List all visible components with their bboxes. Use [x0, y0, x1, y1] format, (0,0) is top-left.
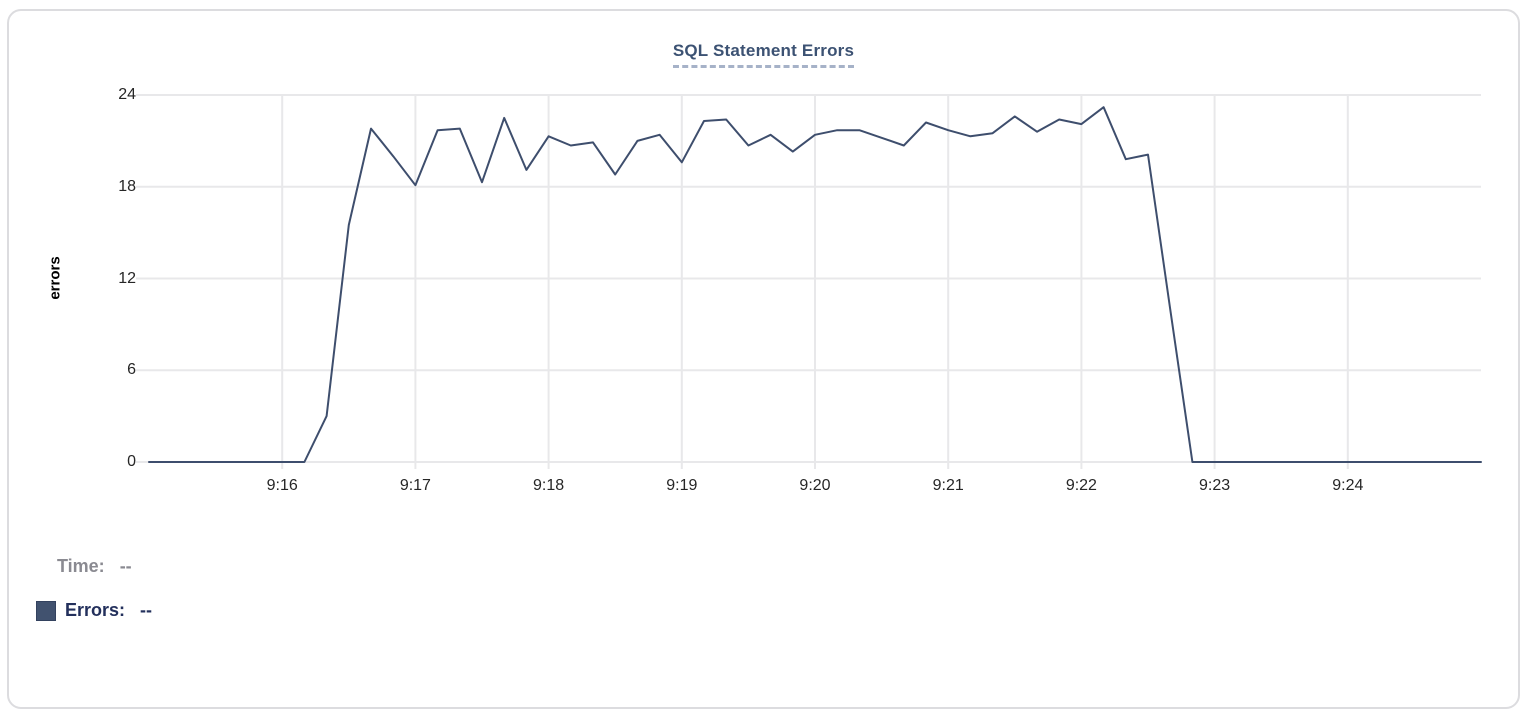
errors-series-swatch-icon	[36, 600, 56, 621]
tooltip-errors-value: --	[140, 600, 153, 620]
chart-card: SQL Statement Errors 0 6 12 18 24 9:16 9:17 9:1…	[7, 9, 1520, 709]
tooltip-errors-row: Errors: --	[36, 600, 152, 621]
x-tick-label: 9:20	[799, 477, 831, 494]
chart-title[interactable]: SQL Statement Errors	[672, 41, 855, 68]
x-tick-label: 9:24	[1332, 477, 1364, 494]
tooltip-time-label: Time:	[57, 556, 105, 576]
y-tick-label: 0	[127, 453, 136, 470]
x-tick-label: 9:22	[1065, 477, 1097, 494]
y-tick-label: 12	[118, 269, 136, 287]
y-tick-label: 24	[118, 86, 136, 103]
chart-plot-area[interactable]	[9, 11, 1528, 663]
chart-header: SQL Statement Errors	[9, 41, 1518, 68]
errors-series-line	[148, 106, 1482, 463]
x-tick-label: 9:16	[266, 477, 298, 494]
x-tick-label: 9:19	[666, 477, 698, 494]
y-tick-label: 18	[118, 177, 136, 195]
tooltip-time-value: --	[119, 556, 132, 576]
x-tick-label: 9:21	[932, 477, 964, 494]
tooltip-errors-label: Errors:	[65, 600, 126, 620]
x-tick-label: 9:18	[533, 477, 565, 494]
y-axis-label: errors	[46, 256, 64, 300]
x-tick-label: 9:17	[399, 477, 431, 494]
y-tick-label: 6	[127, 361, 136, 379]
tooltip-time-row: Time: --	[57, 556, 132, 577]
x-tick-label: 9:23	[1199, 477, 1231, 494]
